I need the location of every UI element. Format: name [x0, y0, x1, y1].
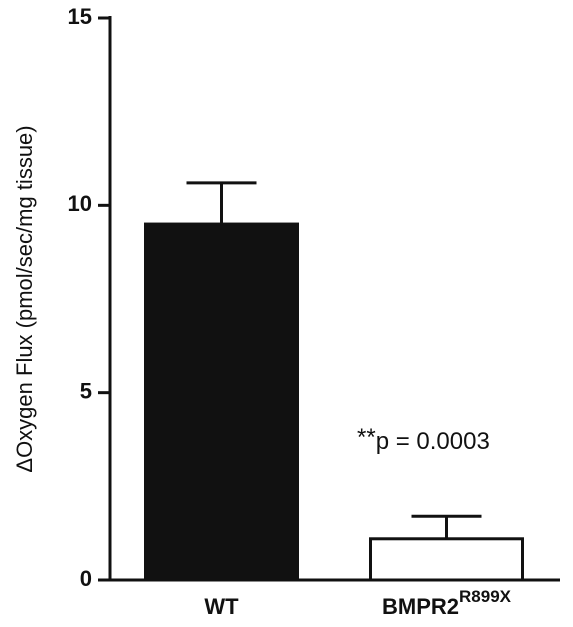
y-tick-label: 0: [80, 566, 92, 591]
category-superscript: R899X: [459, 587, 512, 606]
bar: [144, 222, 299, 582]
y-tick-label: 10: [68, 191, 92, 216]
x-tick-label: BMPR2R899X: [382, 587, 512, 618]
y-axis-label: ΔOxygen Flux (pmol/sec/mg tissue): [12, 125, 37, 472]
annotation-stars: **: [357, 424, 376, 451]
x-tick-label: WT: [204, 594, 239, 619]
category-label: WT: [204, 594, 239, 619]
category-label: BMPR2: [382, 594, 459, 619]
error-bar: [411, 514, 482, 539]
error-bar: [186, 181, 257, 225]
annotation: **p = 0.0003: [357, 424, 490, 455]
annotation-text: p = 0.0003: [376, 428, 490, 455]
y-tick-label: 5: [80, 378, 92, 403]
y-tick-label: 15: [68, 4, 92, 29]
bar: [369, 537, 524, 582]
